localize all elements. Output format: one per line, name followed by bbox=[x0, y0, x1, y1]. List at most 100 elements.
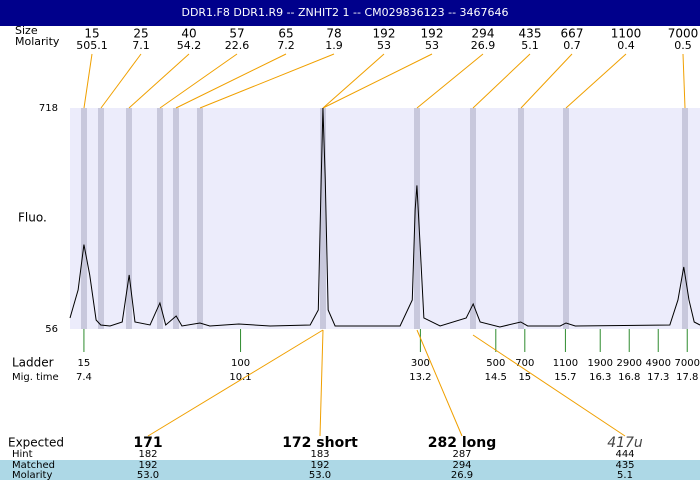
row-label: Hint bbox=[12, 449, 33, 460]
ladder-mig-time: 7.4 bbox=[76, 372, 92, 383]
table-band bbox=[0, 460, 700, 480]
peak-band bbox=[81, 108, 87, 329]
peak-size: 57 bbox=[229, 27, 244, 41]
peak-link bbox=[83, 53, 93, 109]
ladder-size: 700 bbox=[515, 358, 534, 369]
molarity: 5.1 bbox=[617, 470, 633, 480]
header-bar bbox=[0, 0, 700, 26]
plot-area bbox=[70, 108, 700, 329]
peak-size: 40 bbox=[181, 27, 196, 41]
ladder-mig-time: 14.5 bbox=[485, 372, 507, 383]
row-label: Size bbox=[15, 24, 38, 37]
ladder-size: 7000 bbox=[675, 358, 700, 369]
peak-size: 15 bbox=[84, 27, 99, 41]
peak-size: 192 bbox=[421, 27, 444, 41]
row-label: Molarity bbox=[15, 35, 60, 48]
ladder-mig-time: 16.3 bbox=[589, 372, 611, 383]
matched: 192 bbox=[138, 460, 157, 471]
peak-band bbox=[126, 108, 132, 329]
peak-band bbox=[157, 108, 163, 329]
peak-size: 78 bbox=[326, 27, 341, 41]
y-axis-label: Fluo. bbox=[18, 211, 47, 225]
peak-band bbox=[414, 108, 420, 329]
ladder-size: 500 bbox=[486, 358, 505, 369]
hint: 182 bbox=[138, 449, 157, 460]
ladder-size: 15 bbox=[78, 358, 91, 369]
peak-molarity: 22.6 bbox=[225, 39, 250, 52]
peak-molarity: 505.1 bbox=[76, 39, 108, 52]
ladder-size: 100 bbox=[231, 358, 250, 369]
peak-size: 294 bbox=[472, 27, 495, 41]
result-link bbox=[319, 329, 324, 437]
peak-link bbox=[565, 53, 627, 109]
peak-band bbox=[682, 108, 688, 329]
hint: 183 bbox=[310, 449, 329, 460]
molarity: 53.0 bbox=[309, 470, 331, 480]
hint: 287 bbox=[452, 449, 471, 460]
matched: 294 bbox=[452, 460, 471, 471]
ladder-size: 1100 bbox=[553, 358, 578, 369]
peak-link bbox=[128, 53, 190, 109]
peak-molarity: 54.2 bbox=[177, 39, 202, 52]
peak-link bbox=[472, 53, 531, 109]
ladder-mig-time: 10.1 bbox=[229, 372, 251, 383]
ladder-mig-time: 17.8 bbox=[676, 372, 698, 383]
peak-molarity: 0.4 bbox=[617, 39, 635, 52]
peak-link bbox=[682, 53, 686, 109]
result-link bbox=[416, 329, 463, 437]
peak-band bbox=[197, 108, 203, 329]
ladder-size: 4900 bbox=[646, 358, 671, 369]
peak-link bbox=[159, 53, 238, 109]
trace bbox=[69, 107, 700, 328]
ladder-size: 300 bbox=[411, 358, 430, 369]
peak-molarity: 5.1 bbox=[521, 39, 539, 52]
ladder-mig-time: 15.7 bbox=[554, 372, 576, 383]
ladder-mig-time: 15 bbox=[518, 372, 531, 383]
ladder-mig-time: 16.8 bbox=[618, 372, 640, 383]
peak-link bbox=[322, 53, 433, 109]
peak-size: 435 bbox=[519, 27, 542, 41]
peak-link bbox=[322, 53, 385, 109]
row-label: Expected bbox=[8, 436, 64, 450]
matched: 435 bbox=[615, 460, 634, 471]
peak-link bbox=[416, 53, 484, 109]
peak-molarity: 53 bbox=[425, 39, 439, 52]
peak-molarity: 53 bbox=[377, 39, 391, 52]
peak-size: 667 bbox=[561, 27, 584, 41]
hint: 444 bbox=[615, 449, 634, 460]
ladder-size: 1900 bbox=[587, 358, 612, 369]
peak-band bbox=[320, 108, 326, 329]
expected: 282 long bbox=[428, 435, 497, 451]
expected: 417u bbox=[607, 435, 643, 451]
peak-link bbox=[175, 53, 287, 109]
row-label: Molarity bbox=[12, 470, 52, 480]
peak-molarity: 7.2 bbox=[277, 39, 295, 52]
ladder-mig-time: 13.2 bbox=[409, 372, 431, 383]
peak-molarity: 26.9 bbox=[471, 39, 496, 52]
peak-link bbox=[100, 53, 142, 109]
peak-molarity: 7.1 bbox=[132, 39, 150, 52]
peak-band bbox=[470, 108, 476, 329]
peak-molarity: 0.5 bbox=[674, 39, 692, 52]
peak-band bbox=[98, 108, 104, 329]
peak-size: 192 bbox=[373, 27, 396, 41]
peak-size: 65 bbox=[278, 27, 293, 41]
peak-link bbox=[520, 53, 573, 109]
peak-size: 7000 bbox=[668, 27, 699, 41]
header-title: DDR1.F8 DDR1.R9 -- ZNHIT2 1 -- CM0298361… bbox=[181, 6, 508, 19]
row-label: Matched bbox=[12, 460, 55, 471]
ladder-size: 2900 bbox=[616, 358, 641, 369]
molarity: 26.9 bbox=[451, 470, 473, 480]
y-tick-label: 56 bbox=[45, 324, 58, 335]
peak-molarity: 1.9 bbox=[325, 39, 343, 52]
y-tick-label: 718 bbox=[39, 103, 58, 114]
row-label: Ladder bbox=[12, 356, 54, 370]
peak-band bbox=[173, 108, 179, 329]
matched: 192 bbox=[310, 460, 329, 471]
peak-molarity: 0.7 bbox=[563, 39, 581, 52]
molarity: 53.0 bbox=[137, 470, 159, 480]
peak-link bbox=[199, 53, 335, 109]
result-link bbox=[147, 329, 324, 437]
expected: 172 short bbox=[282, 435, 358, 451]
